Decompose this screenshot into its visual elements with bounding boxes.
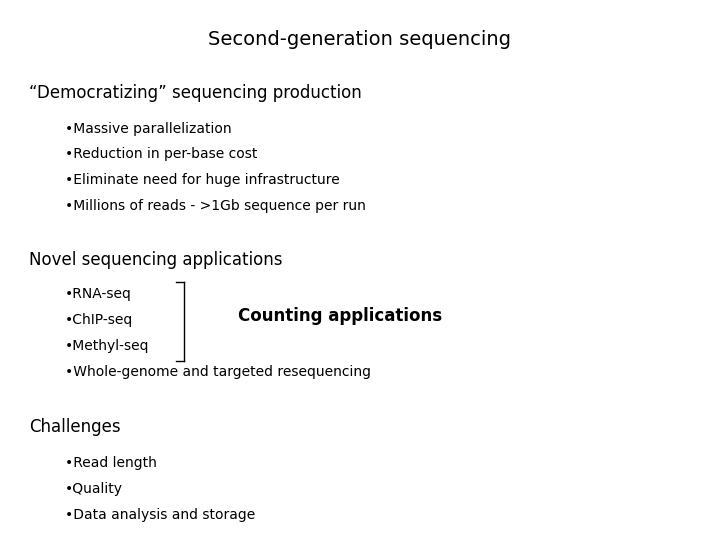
Text: •Millions of reads - >1Gb sequence per run: •Millions of reads - >1Gb sequence per r… xyxy=(65,199,366,213)
Text: •ChIP-seq: •ChIP-seq xyxy=(65,313,133,327)
Text: •Read length: •Read length xyxy=(65,456,157,470)
Text: Second-generation sequencing: Second-generation sequencing xyxy=(209,30,511,49)
Text: Challenges: Challenges xyxy=(29,418,120,436)
Text: •Whole-genome and targeted resequencing: •Whole-genome and targeted resequencing xyxy=(65,365,371,379)
Text: Counting applications: Counting applications xyxy=(238,307,442,325)
Text: •Reduction in per-base cost: •Reduction in per-base cost xyxy=(65,147,257,161)
Text: •Methyl-seq: •Methyl-seq xyxy=(65,339,149,353)
Text: •RNA-seq: •RNA-seq xyxy=(65,287,132,301)
Text: •Data analysis and storage: •Data analysis and storage xyxy=(65,508,255,522)
Text: •Eliminate need for huge infrastructure: •Eliminate need for huge infrastructure xyxy=(65,173,340,187)
Text: “Democratizing” sequencing production: “Democratizing” sequencing production xyxy=(29,84,361,102)
Text: Novel sequencing applications: Novel sequencing applications xyxy=(29,251,282,269)
Text: •Quality: •Quality xyxy=(65,482,123,496)
Text: •Massive parallelization: •Massive parallelization xyxy=(65,122,231,136)
